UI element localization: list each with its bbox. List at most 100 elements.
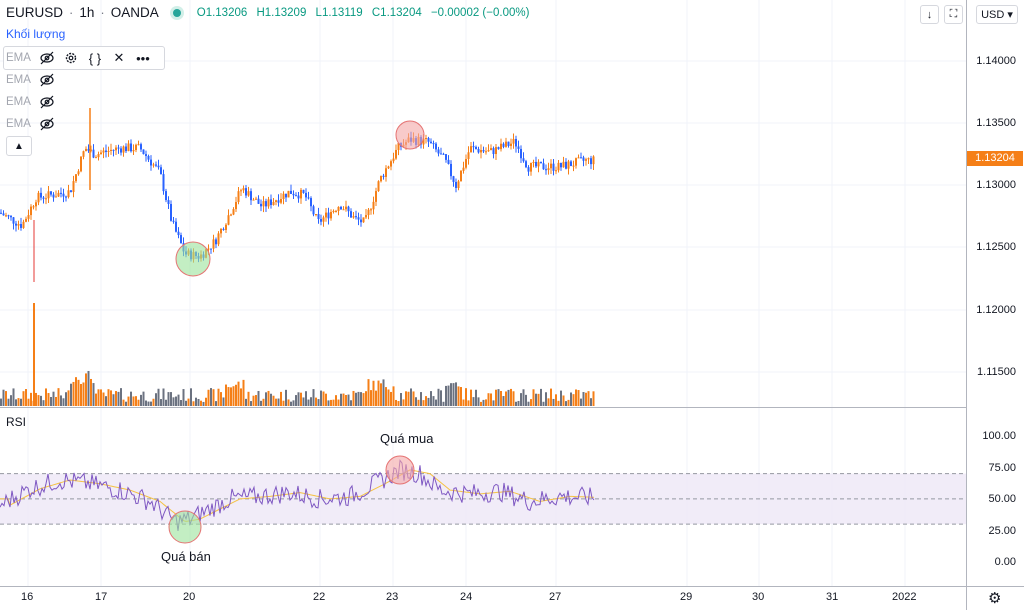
volume-bar [592, 391, 595, 406]
volume-bar [285, 389, 287, 406]
candle-body [532, 161, 535, 163]
symbol-name[interactable]: EURUSD [6, 5, 64, 20]
eye-off-icon[interactable] [39, 50, 55, 66]
candle-body [232, 209, 235, 215]
volume-bar [17, 398, 20, 406]
candle-body [107, 150, 110, 152]
currency-label: USD [981, 8, 1005, 21]
candle-body [322, 217, 325, 222]
volume-bar [35, 392, 37, 406]
candle-body [565, 161, 567, 169]
candle-body [87, 148, 90, 151]
rsi-indicator-label[interactable]: RSI [6, 415, 27, 429]
candle-body [45, 198, 47, 200]
source[interactable]: OANDA [110, 5, 159, 20]
candle-body [507, 141, 510, 146]
volume-bar [407, 391, 410, 406]
candle-body [2, 213, 5, 216]
candle-body [275, 200, 277, 202]
volume-bar [20, 398, 22, 406]
candle-body [455, 181, 457, 188]
ema-row-1[interactable]: EMA { } ✕ ••• [6, 50, 151, 66]
price-axis[interactable] [966, 0, 1024, 586]
candle-body [285, 193, 287, 198]
volume-bar [380, 383, 382, 406]
volume-bar [230, 387, 232, 406]
candle-body [500, 143, 502, 150]
rsi-line [0, 459, 595, 531]
volume-bar [77, 379, 80, 406]
volume-bar [307, 399, 310, 406]
volume-bar [2, 389, 5, 406]
candle-body [382, 175, 385, 177]
volume-bar [542, 401, 545, 406]
ema-row-4[interactable]: EMA [6, 116, 55, 132]
candle-body [140, 144, 142, 150]
candle-body [310, 198, 312, 207]
candle-body [360, 219, 362, 223]
candle-body [155, 164, 157, 166]
time-axis[interactable] [0, 586, 966, 610]
candle-body [175, 221, 177, 232]
candle-body [80, 156, 82, 172]
ema-row-2[interactable]: EMA [6, 72, 55, 88]
close-icon[interactable]: ✕ [113, 50, 125, 65]
candle-body [512, 138, 515, 144]
candle-body [272, 201, 275, 206]
candle-body [97, 154, 100, 158]
candle-body [110, 149, 112, 151]
candle-body [267, 199, 270, 207]
ema-row-3[interactable]: EMA [6, 94, 55, 110]
volume-bar [412, 391, 415, 406]
interval[interactable]: 1h [79, 5, 95, 20]
braces-icon[interactable]: { } [88, 50, 102, 66]
candle-body [105, 150, 107, 152]
volume-bar [117, 391, 120, 406]
eye-off-icon[interactable] [39, 116, 55, 132]
close-value: C1.13204 [371, 6, 422, 19]
candle-body [255, 198, 257, 200]
volume-bar [360, 392, 362, 406]
volume-bar [322, 391, 325, 406]
candle-body [502, 143, 505, 147]
time-tick: 29 [680, 591, 693, 603]
chevron-up-icon[interactable]: ▲ [6, 136, 32, 156]
chart-area[interactable] [0, 0, 966, 586]
open-value: O1.13206 [196, 6, 248, 19]
volume-bar [312, 389, 315, 406]
ema-label: EMA [6, 118, 31, 130]
volume-bar [240, 388, 242, 406]
volume-bar [177, 394, 180, 406]
candle-body [452, 176, 455, 182]
candle-body [160, 167, 162, 175]
candle-body [355, 216, 357, 218]
volume-bar [277, 398, 280, 406]
volume-bar [500, 390, 502, 406]
candle-body [545, 169, 547, 171]
gear-icon[interactable]: ⚙ [988, 590, 1002, 607]
candle-body [302, 189, 305, 193]
candle-body [472, 146, 475, 148]
candle-body [585, 159, 587, 161]
currency-select[interactable]: USD ▾ [976, 5, 1018, 24]
fullscreen-icon[interactable]: ⛶ [944, 5, 963, 24]
candle-body [120, 148, 122, 153]
price-chart[interactable] [0, 0, 966, 586]
candle-body [147, 155, 150, 160]
more-icon[interactable]: ••• [136, 50, 150, 66]
time-tick: 31 [826, 591, 839, 603]
volume-indicator-label[interactable]: Khối lượng [6, 27, 66, 41]
candle-body [395, 149, 397, 159]
volume-bar [0, 398, 2, 406]
gear-icon[interactable] [63, 50, 79, 66]
candle-body [317, 214, 320, 220]
candle-body [340, 206, 342, 210]
download-icon[interactable]: ↓ [920, 5, 939, 24]
volume-bar [180, 400, 182, 406]
candle-body [70, 190, 72, 193]
pane-separator[interactable] [0, 407, 1024, 408]
eye-off-icon[interactable] [39, 94, 55, 110]
price-tick: 1.11500 [977, 366, 1016, 378]
volume-bar [315, 397, 317, 406]
eye-off-icon[interactable] [39, 72, 55, 88]
